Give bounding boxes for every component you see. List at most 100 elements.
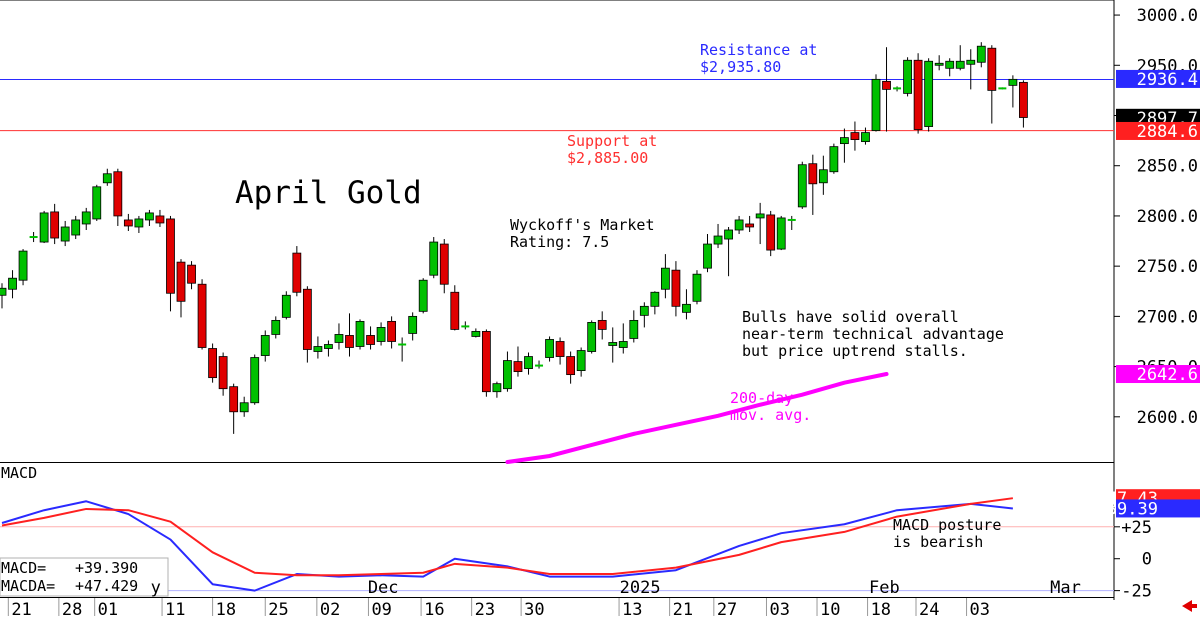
price-tag-3: 2642.6 (1116, 365, 1200, 385)
macd-tag-1: +39.39 (1097, 499, 1200, 519)
price-tag-label-3: 2642.6 (1137, 365, 1198, 385)
candle-body-48 (503, 360, 512, 390)
candle-body-80 (840, 137, 849, 145)
day-label-2: 01 (98, 600, 118, 620)
candle-body-33 (345, 335, 354, 348)
macd-tag-box-1 (1116, 499, 1200, 518)
macd-annotation: MACD posture is bearish (893, 516, 1001, 551)
candle-body-2 (18, 250, 28, 281)
candle-71 (745, 215, 755, 233)
candle-14 (145, 209, 154, 226)
day-label-18: 03 (970, 600, 990, 620)
left-arrow-icon[interactable] (1182, 600, 1197, 612)
candle-46 (481, 329, 491, 397)
candle-body-89 (934, 62, 944, 66)
candle-body-91 (955, 60, 965, 69)
candle-24 (250, 354, 260, 405)
candle-19 (197, 279, 207, 350)
candle-84 (882, 47, 891, 132)
candle-body-73 (766, 214, 776, 251)
macd-tick-label-0: -25 (1121, 582, 1152, 602)
candle-body-50 (524, 356, 533, 369)
candle-66 (692, 270, 702, 305)
price-candles (0, 42, 1028, 434)
candle-58 (608, 327, 618, 363)
candle-70 (734, 215, 744, 235)
resistance-line-2: $2,935.80 (700, 58, 781, 76)
candle-body-15 (155, 215, 165, 224)
candle-body-29 (302, 288, 312, 350)
macd-readout-frame (0, 557, 169, 597)
candle-42 (439, 239, 449, 294)
candle-16 (166, 215, 175, 312)
candle-body-81 (850, 132, 860, 141)
candle-57 (597, 311, 607, 340)
candle-53 (555, 337, 565, 365)
candle-96 (1008, 75, 1018, 108)
wyckoff-line-2: Rating: 7.5 (510, 233, 609, 251)
candle-91 (955, 45, 965, 71)
support-line-2: $2,885.00 (567, 149, 648, 167)
candle-17 (176, 259, 186, 318)
candle-51 (535, 360, 544, 369)
candle-62 (650, 291, 660, 315)
candle-7 (71, 215, 81, 240)
candle-body-60 (629, 319, 639, 339)
candle-23 (239, 396, 249, 417)
candle-77 (808, 154, 818, 215)
month-label-4: Mar (1050, 578, 1081, 598)
candle-body-63 (660, 267, 670, 290)
day-label-0: 21 (11, 600, 31, 620)
candle-26 (271, 316, 281, 339)
month-label-1: Dec (368, 578, 399, 598)
day-label-13: 27 (717, 600, 737, 620)
day-label-16: 18 (871, 600, 891, 620)
candle-body-5 (50, 211, 60, 239)
candle-body-10 (102, 173, 112, 184)
price-tag-label-2: 2884.6 (1137, 122, 1198, 142)
candle-body-57 (597, 319, 607, 330)
candle-13 (134, 215, 144, 234)
candle-40 (418, 278, 428, 314)
candle-86 (903, 57, 912, 97)
candle-29 (302, 286, 312, 363)
ma-line-1: 200-day (730, 389, 793, 407)
macd-annotation-line-2: is bearish (893, 533, 983, 551)
candle-55 (576, 347, 586, 377)
day-label-15: 10 (820, 600, 840, 620)
candle-43 (450, 285, 460, 331)
candle-72 (755, 202, 765, 245)
candle-body-46 (481, 331, 491, 393)
day-label-8: 16 (424, 600, 444, 620)
candle-88 (924, 58, 934, 132)
candle-50 (524, 352, 533, 375)
candle-9 (92, 184, 102, 221)
candle-body-62 (650, 291, 660, 307)
candle-28 (292, 246, 302, 297)
price-tag-label-0: 2936.4 (1137, 70, 1198, 90)
day-label-1: 28 (62, 600, 82, 620)
candle-83 (871, 74, 881, 132)
candle-56 (587, 320, 597, 354)
ma-annotation: 200-day mov. avg. (730, 389, 811, 424)
candle-body-11 (113, 171, 123, 217)
candle-body-90 (945, 60, 955, 69)
candle-body-21 (218, 356, 228, 390)
price-tick-label-5: 2850.0 (1137, 157, 1198, 177)
candle-37 (387, 316, 397, 349)
candle-3 (29, 232, 38, 243)
price-tag-0: 2936.4 (1116, 69, 1200, 90)
candle-body-76 (797, 164, 807, 208)
candle-1 (8, 270, 17, 299)
candle-body-77 (808, 163, 818, 185)
candle-54 (566, 351, 576, 384)
candle-22 (229, 383, 239, 434)
candle-97 (1019, 80, 1028, 128)
left-arrow-icon-shape[interactable] (1182, 600, 1197, 612)
candle-body-52 (545, 339, 554, 358)
candle-body-88 (924, 60, 934, 127)
candle-body-19 (197, 283, 207, 348)
candle-95 (998, 87, 1007, 90)
candle-80 (840, 128, 849, 163)
candle-body-54 (566, 356, 576, 376)
